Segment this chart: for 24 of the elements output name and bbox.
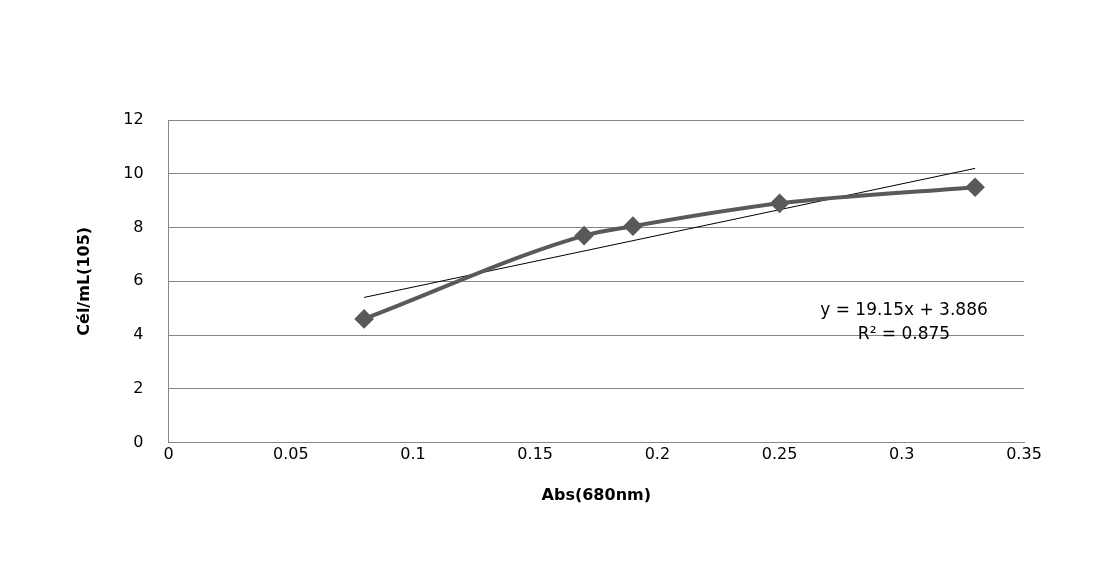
x-tick-label: 0.15: [517, 444, 553, 464]
x-tick-label: 0.35: [1006, 444, 1042, 464]
x-tick-label: 0.3: [889, 444, 915, 464]
x-tick-label: 0.1: [400, 444, 426, 464]
y-tick-label: 4: [133, 324, 144, 344]
y-tick-label: 10: [123, 162, 144, 182]
x-tick-label: 0.2: [644, 444, 671, 464]
point: [770, 194, 789, 213]
annotation: R² = 0.875: [857, 323, 951, 343]
y-tick-label: 2: [133, 377, 144, 397]
x-tick-label: 0.05: [272, 444, 309, 464]
y-axis-title: Cél/mL(105): [73, 226, 93, 336]
point: [966, 178, 985, 197]
y-tick-label: 12: [123, 109, 144, 129]
x-axis-title: Abs(680nm): [541, 484, 652, 504]
point: [623, 217, 642, 236]
y-tick-label: 6: [133, 270, 144, 290]
annotation: y = 19.15x + 3.886: [820, 299, 988, 319]
y-tick-label: 8: [133, 216, 144, 236]
y-tick-label: 0: [133, 431, 144, 451]
x-tick-label: 0: [163, 444, 174, 464]
point: [355, 309, 374, 328]
point: [575, 226, 594, 245]
x-tick-label: 0.25: [761, 444, 798, 464]
